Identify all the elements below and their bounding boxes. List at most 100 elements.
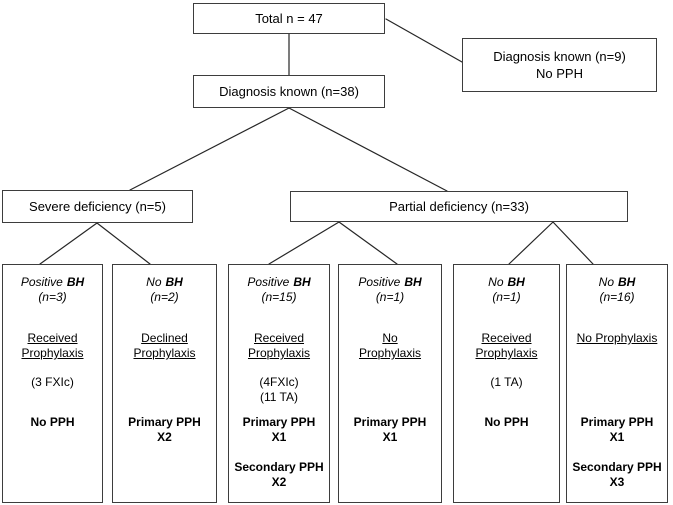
bh-header: Positive BH (n=3) bbox=[3, 275, 102, 305]
leaf-box-2: No BH (n=2) Declined Prophylaxis Primary P… bbox=[112, 264, 217, 503]
pph-outcomes: Primary PPH X1 Secondary PPH X3 bbox=[567, 415, 667, 505]
outcome-line: X1 bbox=[609, 430, 625, 444]
outcome-line: No PPH bbox=[484, 415, 529, 429]
node-partial-label: Partial deficiency (n=33) bbox=[389, 199, 529, 214]
node-partial-deficiency: Partial deficiency (n=33) bbox=[290, 191, 628, 222]
leaf-box-6: No BH (n=16) No Prophylaxis Primary PPH X1… bbox=[566, 264, 668, 503]
treatment-line: Prophylaxis bbox=[475, 346, 538, 360]
treatment-details: (4FXIc) (11 TA) bbox=[229, 375, 329, 405]
outcome-block: No PPH bbox=[454, 415, 559, 430]
outcome-block: Primary PPH X1 bbox=[567, 415, 667, 445]
treatment-line: Declined bbox=[141, 331, 188, 345]
node-excluded-line1: Diagnosis known (n=9) bbox=[493, 49, 626, 64]
bh-status: Positive bbox=[20, 275, 63, 289]
bh-label: BH bbox=[293, 275, 311, 289]
bh-status: Positive bbox=[358, 275, 401, 289]
prophylaxis-status: Received Prophylaxis bbox=[229, 331, 329, 361]
node-severe-label: Severe deficiency (n=5) bbox=[29, 199, 166, 214]
bh-label: BH bbox=[507, 275, 525, 289]
bh-line: No BH bbox=[113, 275, 216, 290]
pph-outcomes: No PPH bbox=[3, 415, 102, 445]
pph-outcomes: No PPH bbox=[454, 415, 559, 445]
prophylaxis-status: Declined Prophylaxis bbox=[113, 331, 216, 361]
connector-partial-to-leaf6 bbox=[552, 221, 594, 265]
n-count: (n=3) bbox=[38, 290, 67, 304]
treatment-details: (3 FXIc) bbox=[3, 375, 102, 390]
treatment-details: (1 TA) bbox=[454, 375, 559, 390]
n-count: (n=1) bbox=[492, 290, 521, 304]
bh-label: BH bbox=[66, 275, 85, 289]
outcome-line: X1 bbox=[271, 430, 287, 444]
bh-header: No BH (n=2) bbox=[113, 275, 216, 305]
leaf-box-1: Positive BH (n=3) Received Prophylaxis (3 … bbox=[2, 264, 103, 503]
connector-known-to-severe bbox=[129, 107, 290, 191]
treatment-line: Prophylaxis bbox=[247, 346, 311, 360]
connector-known-to-partial bbox=[288, 107, 448, 192]
outcome-line: Primary PPH bbox=[128, 415, 201, 429]
bh-label: BH bbox=[404, 275, 422, 289]
node-diagnosis-known-no-pph: Diagnosis known (n=9) No PPH bbox=[462, 38, 657, 92]
bh-header: Positive BH (n=15) bbox=[229, 275, 329, 305]
node-known-label: Diagnosis known (n=38) bbox=[219, 84, 359, 99]
outcome-line: X2 bbox=[271, 475, 287, 489]
outcome-line: Primary PPH bbox=[242, 415, 316, 429]
detail-line: (3 FXIc) bbox=[31, 375, 74, 389]
pph-outcomes: Primary PPH X1 bbox=[339, 415, 441, 460]
outcome-block: No PPH bbox=[3, 415, 102, 430]
outcome-block: Primary PPH X1 bbox=[229, 415, 329, 445]
leaf-box-5: No BH (n=1) Received Prophylaxis (1 TA) No… bbox=[453, 264, 560, 503]
node-excluded-line2: No PPH bbox=[536, 66, 583, 81]
prophylaxis-status: No Prophylaxis bbox=[567, 331, 667, 346]
outcome-block: Secondary PPH X2 bbox=[229, 460, 329, 490]
leaf-box-4: Positive BH (n=1) No Prophylaxis Primary P… bbox=[338, 264, 442, 503]
n-count: (n=16) bbox=[599, 290, 635, 304]
outcome-block: Secondary PPH X3 bbox=[567, 460, 667, 490]
connector-partial-to-leaf3 bbox=[268, 221, 340, 265]
bh-label: BH bbox=[618, 275, 636, 289]
bh-line: No BH bbox=[454, 275, 559, 290]
detail-line: (11 TA) bbox=[259, 390, 298, 404]
prophylaxis-status: No Prophylaxis bbox=[339, 331, 441, 361]
connector-partial-to-leaf4 bbox=[338, 221, 398, 265]
bh-label: BH bbox=[165, 275, 183, 289]
outcome-line: Primary PPH bbox=[580, 415, 654, 429]
connector-partial-to-leaf5 bbox=[508, 221, 554, 265]
bh-header: Positive BH (n=1) bbox=[339, 275, 441, 305]
bh-line: Positive BH bbox=[339, 275, 441, 290]
detail-line: (4FXIc) bbox=[259, 375, 299, 389]
bh-status: Positive bbox=[247, 275, 290, 289]
outcome-line: Primary PPH bbox=[353, 415, 427, 429]
treatment-line: Received bbox=[27, 331, 78, 345]
treatment-line: Prophylaxis bbox=[358, 346, 422, 360]
outcome-block: Primary PPH X1 bbox=[339, 415, 441, 445]
outcome-line: No PPH bbox=[30, 415, 75, 429]
connector-total-to-excluded bbox=[385, 18, 463, 63]
bh-header: No BH (n=16) bbox=[567, 275, 667, 305]
detail-line: (1 TA) bbox=[490, 375, 523, 389]
treatment-line: Received bbox=[481, 331, 532, 345]
treatment-line: No Prophylaxis bbox=[576, 331, 658, 345]
prophylaxis-status: Received Prophylaxis bbox=[3, 331, 102, 361]
node-severe-deficiency: Severe deficiency (n=5) bbox=[2, 190, 193, 223]
outcome-block: Primary PPH X2 bbox=[113, 415, 216, 445]
treatment-line: Received bbox=[253, 331, 305, 345]
bh-status: No bbox=[488, 275, 504, 289]
n-count: (n=2) bbox=[150, 290, 179, 304]
bh-status: No bbox=[146, 275, 162, 289]
pph-outcomes: Primary PPH X2 bbox=[113, 415, 216, 460]
node-diagnosis-known: Diagnosis known (n=38) bbox=[193, 75, 385, 108]
pph-outcomes: Primary PPH X1 Secondary PPH X2 bbox=[229, 415, 329, 505]
node-total: Total n = 47 bbox=[193, 3, 385, 34]
outcome-line: X2 bbox=[157, 430, 172, 444]
outcome-line: Secondary PPH bbox=[572, 460, 662, 474]
treatment-line: Prophylaxis bbox=[133, 346, 196, 360]
bh-line: Positive BH bbox=[3, 275, 102, 290]
bh-line: Positive BH bbox=[229, 275, 329, 290]
outcome-line: X1 bbox=[382, 430, 398, 444]
outcome-line: Secondary PPH bbox=[234, 460, 324, 474]
prophylaxis-status: Received Prophylaxis bbox=[454, 331, 559, 361]
n-count: (n=15) bbox=[261, 290, 297, 304]
bh-line: No BH bbox=[567, 275, 667, 290]
connector-severe-to-leaf1 bbox=[39, 222, 98, 265]
